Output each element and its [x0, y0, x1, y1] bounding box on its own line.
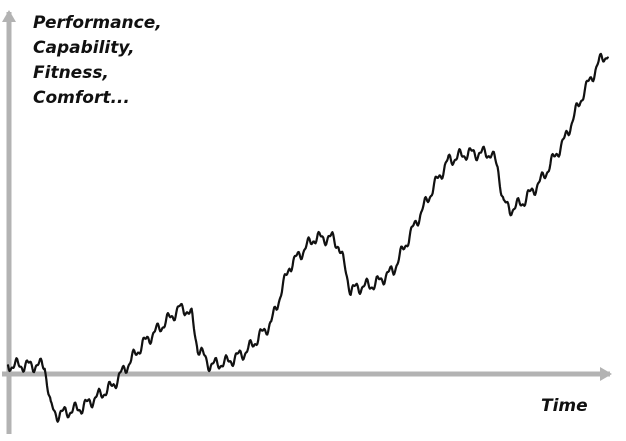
y-axis-label-line-3: Fitness, — [33, 63, 109, 83]
series-line — [6, 52, 609, 423]
x-axis-label: Time — [541, 396, 588, 416]
y-axis-label-line-4: Comfort... — [33, 88, 130, 108]
y-axis-label-line-2: Capability, — [33, 38, 135, 58]
y-axis-label-line-1: Performance, — [33, 13, 162, 33]
